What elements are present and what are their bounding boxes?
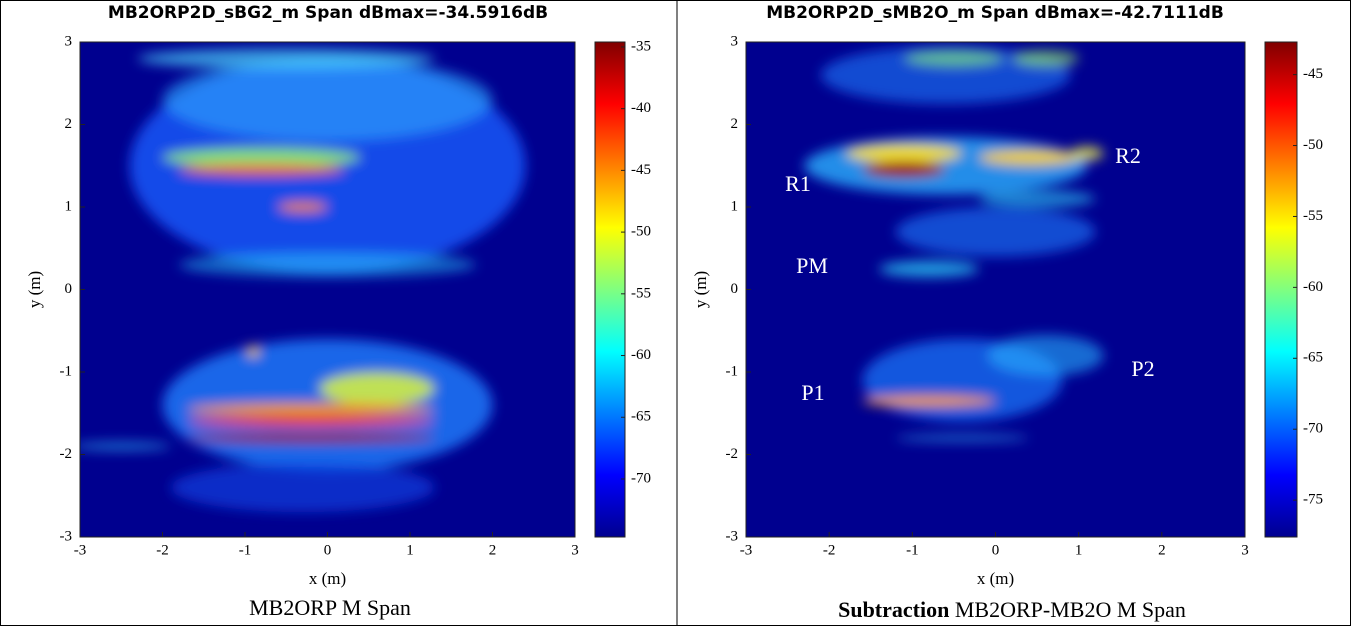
colorbar-tick-label: -45 [1303,66,1323,82]
heat-blob [137,48,435,69]
colorbar-tick-label: -40 [631,100,651,116]
x-tick-label: 3 [1241,542,1249,558]
heat-blob [247,345,260,358]
colorbar-tick-label: -70 [631,470,651,486]
y-tick-label: -3 [60,528,73,544]
y-tick-label: 1 [65,198,73,214]
colorbar-tick-label: -45 [631,162,651,178]
heat-blob [1070,146,1104,160]
heat-blob [904,50,1004,67]
heat-blob [179,164,344,176]
y-tick-label: -2 [726,446,739,462]
x-tick-label: 0 [992,542,1000,558]
heatmap-image [80,48,526,513]
x-tick-label: -3 [740,542,753,558]
heat-blob [879,260,979,278]
caption: Subtraction MB2ORP-MB2O M Span [838,597,1186,622]
colorbar [1264,41,1298,538]
annotation: P1 [801,380,824,405]
heat-blob [845,143,963,164]
x-tick-label: 2 [489,542,497,558]
x-tick-label: 3 [571,542,579,558]
y-axis-label: y (m) [691,271,710,308]
y-tick-label: -3 [726,528,739,544]
x-tick-label: -2 [156,542,169,558]
y-tick-label: 0 [65,281,73,297]
x-tick-label: -2 [823,542,836,558]
x-axis-label: x (m) [309,569,346,588]
annotation: R1 [785,171,811,196]
colorbar-tick-label: -75 [1303,492,1323,508]
y-tick-label: -2 [60,446,73,462]
heat-blob [187,402,435,416]
x-tick-label: 1 [1075,542,1083,558]
x-axis-label: x (m) [977,569,1014,588]
heat-blob [987,334,1104,377]
heat-blob [862,161,946,179]
x-tick-label: -1 [906,542,919,558]
x-tick-label: 0 [324,542,332,558]
y-axis-label: y (m) [25,271,44,308]
y-tick-label: -1 [726,363,739,379]
y-tick-label: -1 [60,363,73,379]
annotation: P2 [1131,356,1154,381]
chart-title: MB2ORP2D_sMB2O_m Span dBmax=-42.7111dB [766,3,1224,23]
annotation: R2 [1115,143,1141,168]
colorbar-tick-label: -60 [631,347,651,363]
chart-title: MB2ORP2D_sBG2_m Span dBmax=-34.5916dB [108,3,548,23]
heat-blob [187,433,435,443]
heat-blob [179,252,476,278]
heat-blob [162,58,493,141]
colorbar-tick-label: -70 [1303,421,1323,437]
y-tick-label: 3 [65,33,73,49]
heat-blob [162,147,361,168]
colorbar-tick-label: -65 [1303,350,1323,366]
x-tick-label: -3 [74,542,87,558]
plot-background [746,42,1245,537]
heat-blob [862,395,996,407]
heat-blob [895,207,1096,257]
colorbar-tick-label: -65 [631,409,651,425]
x-tick-label: 2 [1158,542,1166,558]
heat-blob [895,434,1029,442]
heat-blob [804,136,1087,195]
y-tick-label: 1 [731,198,739,214]
y-tick-label: 2 [731,116,739,132]
colorbar-tick-label: -35 [631,38,651,54]
heat-blob [820,46,1071,104]
heat-blob [1012,50,1079,67]
heat-blob [187,416,435,427]
colorbar [594,41,626,538]
y-tick-label: 2 [65,116,73,132]
colorbar-tick-label: -60 [1303,279,1323,295]
x-tick-label: 1 [406,542,414,558]
heat-blob [170,462,435,513]
heat-blob [278,202,328,212]
heat-blob [80,442,171,451]
heat-blob [978,149,1079,166]
heat-blob [319,372,435,405]
colorbar-tick-label: -50 [1303,137,1323,153]
heatmap-image [804,46,1104,442]
colorbar-tick-label: -55 [631,285,651,301]
caption: MB2ORP M Span [249,595,411,620]
x-tick-label: -1 [239,542,252,558]
colorbar-tick-label: -55 [1303,208,1323,224]
annotation: PM [796,253,828,278]
colorbar-tick-label: -50 [631,224,651,240]
y-tick-label: 3 [731,33,739,49]
heat-blob [978,190,1096,207]
y-tick-label: 0 [731,281,739,297]
